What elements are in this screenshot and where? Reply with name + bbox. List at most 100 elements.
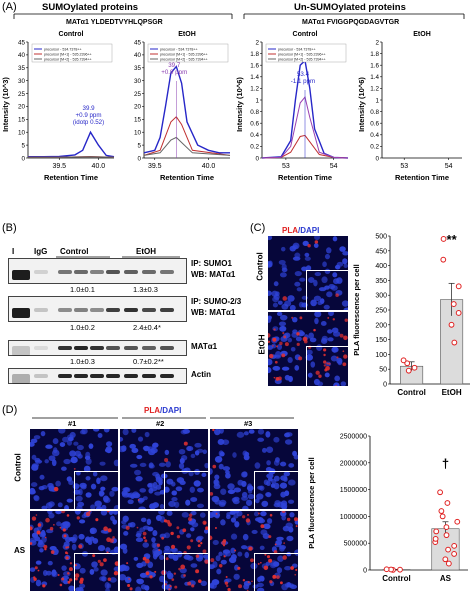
chrom-xtick-label-4-1: 54 — [445, 163, 453, 170]
blot-label-sumo23-wb: WB: MATα1 — [191, 308, 236, 317]
nucleus — [294, 549, 298, 556]
nucleus — [278, 259, 286, 265]
pla-dot — [69, 578, 73, 582]
chrom-annotation-2-1: +0.9 ppm — [161, 69, 187, 76]
pla-dot — [64, 551, 68, 555]
nucleus — [242, 471, 248, 478]
nucleus — [324, 372, 330, 378]
nucleus — [273, 475, 280, 482]
nucleus — [31, 454, 37, 460]
nucleus — [30, 489, 36, 495]
nucleus — [280, 500, 288, 507]
blot-band-3-7 — [142, 374, 156, 378]
nucleus — [313, 243, 319, 248]
bar-c-xtick-label-1: EtOH — [442, 388, 462, 397]
nucleus — [268, 290, 272, 296]
pla-dot — [294, 573, 297, 576]
nucleus — [113, 566, 118, 572]
bar-d-ytick-label-0: 0 — [363, 568, 367, 575]
pla-dot — [197, 539, 201, 543]
bar-d-xtick-label-0: Control — [382, 574, 410, 583]
nucleus — [76, 505, 83, 509]
pla-dot — [237, 566, 241, 570]
nucleus — [285, 522, 293, 529]
pla-dot — [92, 554, 96, 558]
pla-dot — [290, 566, 294, 570]
blot-band-0-1 — [34, 270, 48, 274]
pla-dot — [164, 458, 169, 463]
pla-dot — [59, 583, 63, 587]
nucleus — [292, 242, 300, 250]
nucleus — [343, 263, 348, 269]
nucleus — [265, 492, 271, 497]
nucleus — [328, 312, 334, 317]
nucleus — [30, 438, 38, 444]
pla-dot — [156, 543, 161, 547]
group-title-sumo: SUMOylated proteins — [42, 2, 139, 13]
nucleus — [122, 429, 129, 436]
nucleus — [100, 486, 106, 491]
pla-dot — [73, 467, 76, 470]
pla-dot — [31, 516, 37, 521]
nucleus — [257, 429, 265, 435]
bar-d-ylabel: PLA fluorescence per cell — [307, 457, 316, 548]
chrom-ytick-label-3-9: 1.8 — [250, 51, 259, 58]
pla-dot — [190, 539, 194, 543]
nucleus — [241, 480, 247, 487]
nucleus — [112, 511, 118, 515]
nucleus — [295, 336, 302, 342]
chrom-legend-box-2 — [147, 43, 229, 63]
nucleus — [81, 429, 88, 435]
nucleus — [133, 492, 141, 499]
micrograph-d-control-3 — [210, 429, 298, 509]
pla-dot — [224, 581, 229, 585]
pla-dot — [342, 362, 347, 367]
chrom-ytick-label-4-9: 1.8 — [370, 51, 379, 58]
pla-dot — [163, 519, 168, 523]
nucleus — [232, 499, 240, 505]
nucleus — [97, 433, 103, 439]
nucleus — [299, 277, 306, 282]
nucleus — [190, 497, 198, 503]
nucleus — [279, 272, 287, 278]
pla-dot — [335, 293, 339, 297]
nucleus — [168, 553, 175, 559]
micrograph-cells — [30, 511, 118, 591]
nucleus — [85, 476, 91, 481]
nucleus — [48, 501, 55, 508]
pla-dot — [65, 556, 69, 560]
nucleus — [120, 445, 126, 453]
micrograph-d-control-1 — [30, 429, 118, 509]
nucleus — [66, 498, 73, 503]
nucleus — [270, 560, 278, 567]
bar-d-point-1-6 — [432, 536, 439, 542]
chrom-series-2-0 — [143, 65, 230, 154]
pla-dot — [107, 577, 112, 582]
pla-dot — [238, 584, 243, 589]
nucleus — [136, 530, 142, 536]
nucleus — [148, 487, 154, 494]
nucleus — [228, 556, 237, 564]
bar-d-ytick-label-4: 2000000 — [340, 460, 367, 467]
chromatogram-1: Control 0 5 10 15 20 25 30 35 40 45 39.5 40.0 Retenti… — [18, 31, 115, 182]
nucleus — [152, 471, 160, 477]
bar-chart-d: 0 500000 1000000 1500000 2000000 2500000 PLA f… — [307, 434, 468, 583]
nucleus — [67, 436, 74, 442]
pla-dot — [281, 353, 286, 358]
nucleus — [256, 493, 264, 500]
nucleus — [210, 468, 213, 475]
nucleus — [337, 359, 343, 366]
pla-dot — [318, 374, 322, 378]
pla-dot — [323, 360, 327, 364]
nucleus — [78, 583, 86, 589]
nucleus — [137, 436, 144, 442]
bar-c-ytick-label-9: 450 — [375, 248, 387, 255]
chrom-ytick-label-3-1: 0.2 — [250, 144, 259, 151]
nucleus — [136, 454, 143, 460]
nucleus — [241, 491, 248, 498]
nucleus — [194, 442, 202, 448]
nucleus — [268, 367, 272, 374]
blot-band-1-6 — [124, 308, 138, 312]
row-label-c-etoh: EtOH — [257, 334, 267, 355]
